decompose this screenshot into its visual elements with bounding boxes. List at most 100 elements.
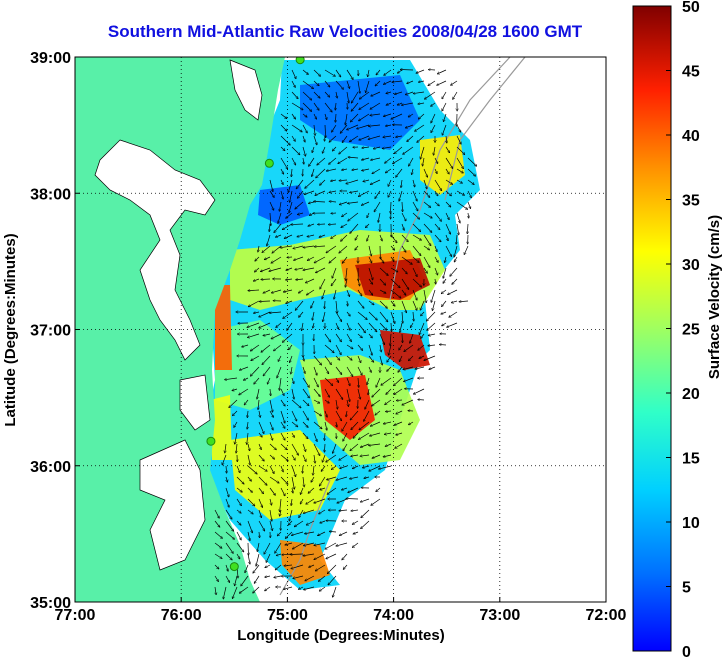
velocity-arrow [313,421,322,429]
velocity-arrow [313,399,320,403]
velocity-arrow [259,311,271,317]
velocity-arrow [390,267,398,272]
velocity-arrow [309,157,315,166]
velocity-arrow [412,212,420,219]
velocity-arrow [309,564,315,567]
velocity-arrow [348,487,359,493]
velocity-arrow [434,234,441,242]
velocity-arrow [422,157,425,166]
colorbar-tick-label: 15 [682,451,700,468]
velocity-arrow [445,201,451,207]
velocity-arrow [294,256,304,260]
velocity-arrow [225,553,232,560]
velocity-arrow [292,542,304,549]
velocity-arrow [349,135,359,142]
velocity-arrow [306,520,315,525]
velocity-arrow [324,399,329,403]
velocity-arrow [418,113,425,119]
velocity-arrow [226,476,227,482]
colorbar-tick-label: 0 [682,644,691,659]
velocity-arrow [335,113,336,122]
velocity-arrow [303,157,304,164]
velocity-arrow [322,146,326,153]
velocity-arrow [387,366,392,371]
velocity-arrow [404,344,414,352]
velocity-arrow [370,113,381,115]
velocity-arrow [291,421,298,427]
velocity-arrow [291,399,301,408]
velocity-arrow [314,454,315,463]
velocity-arrow [379,311,388,322]
y-axis-ticks: 39:00 38:00 37:00 36:00 35:00 [30,50,80,612]
bathymetry-line [444,57,526,201]
velocity-arrow [390,333,391,345]
velocity-arrow [214,509,219,518]
velocity-arrow [420,146,425,159]
colorbar [632,5,672,652]
velocity-arrow [304,586,315,590]
velocity-arrow [324,443,325,452]
velocity-arrow [364,477,370,478]
velocity-arrow [269,487,275,495]
velocity-arrow [396,168,403,177]
velocity-arrow [352,542,359,547]
velocity-arrow [247,322,260,327]
velocity-arrow [351,510,359,511]
velocity-arrow [280,476,288,484]
velocity-arrow [291,531,304,535]
velocity-arrow [225,531,234,539]
velocity-arrow [319,476,326,486]
velocity-arrow [269,223,270,232]
velocity-arrow [324,388,329,397]
velocity-arrow [368,311,377,320]
velocity-arrow [259,301,271,302]
x-tick-label: 72:00 [586,607,627,624]
velocity-arrow [428,80,436,86]
velocity-arrow [271,333,282,339]
velocity-arrow [383,80,392,84]
velocity-arrow [368,355,374,362]
velocity-arrow [222,454,227,465]
velocity-arrow [314,542,326,545]
velocity-arrow [401,245,406,252]
velocity-arrow [291,80,295,87]
velocity-arrow [359,113,370,121]
velocity-arrow [371,91,381,96]
y-tick-label: 35:00 [30,595,71,612]
velocity-region [215,320,300,410]
velocity-arrow [225,509,232,519]
velocity-arrow [280,179,283,185]
velocity-arrow [445,223,450,234]
velocity-arrow [248,300,260,307]
velocity-arrow [340,465,348,468]
velocity-arrow [346,80,350,88]
velocity-arrow [434,223,440,230]
velocity-arrow [290,355,293,362]
velocity-arrow [353,531,359,534]
velocity-arrow [341,234,348,241]
velocity-arrow [293,575,304,579]
velocity-arrow [454,245,458,257]
velocity-arrow [278,355,282,361]
velocity-arrow [342,256,348,263]
velocity-arrow [346,333,351,342]
velocity-arrow [412,245,421,256]
velocity-arrow [442,102,447,111]
velocity-arrow [247,443,250,451]
velocity-arrow [262,355,271,365]
velocity-arrow [312,146,315,153]
velocity-arrow [291,146,300,155]
velocity-arrow [307,234,315,237]
velocity-arrow [226,465,227,473]
velocity-arrow [385,168,392,173]
velocity-arrow [269,432,273,440]
velocity-arrow [335,80,343,89]
velocity-arrow [327,564,337,574]
velocity-arrow [284,586,293,589]
velocity-arrow [336,421,337,427]
velocity-arrow [357,355,361,363]
velocity-arrow [302,80,313,89]
velocity-arrow [328,224,337,225]
velocity-arrow [342,135,348,143]
velocity-arrow [434,267,438,275]
